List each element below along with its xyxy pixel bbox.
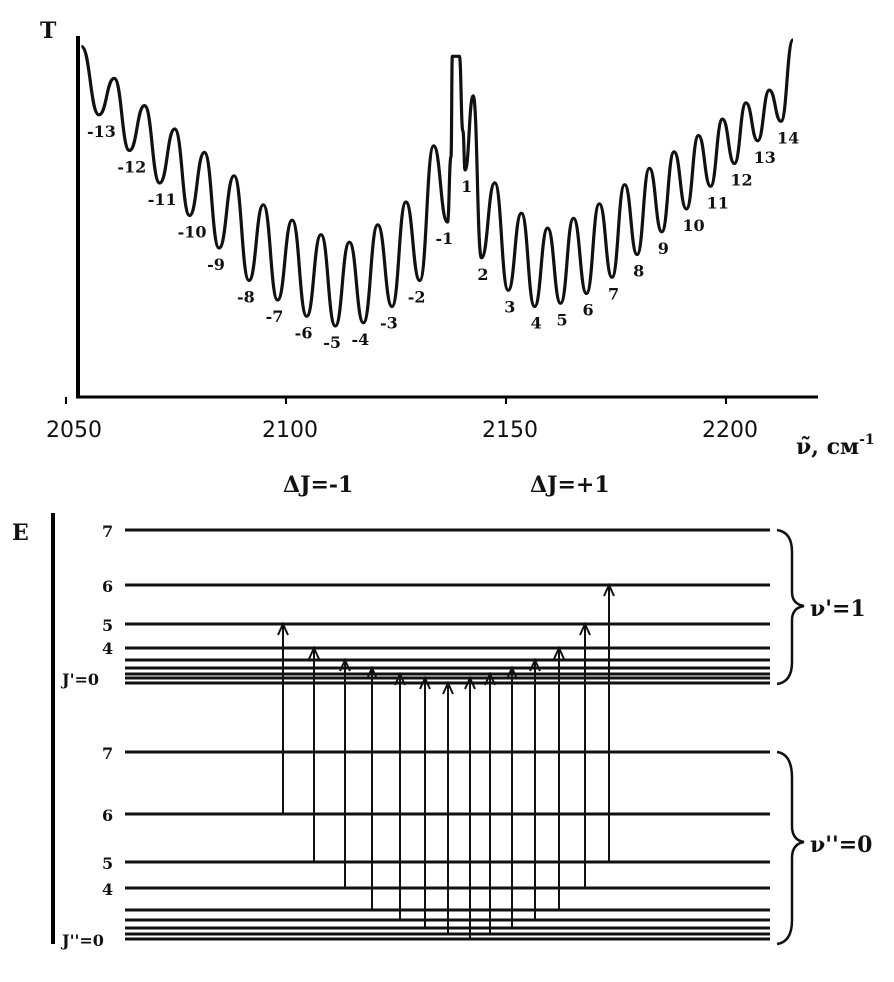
delta-j-minus-label: ΔJ=-1 [283,472,353,498]
transition-arrowhead [506,665,518,680]
transition-arrowhead [603,582,615,597]
transition-arrowhead [442,680,454,695]
x-axis-title: ν̃, см-1 [796,432,875,460]
x-tick-label: 2050 [46,418,102,443]
lower-level-label: J''=0 [60,931,104,950]
peak-label-p: -10 [178,223,207,242]
transition-arrowhead [419,675,431,690]
peak-label-r: 5 [557,310,568,329]
delta-j-plus-label: ΔJ=+1 [530,472,610,498]
peak-label-p: -6 [295,323,313,342]
upper-band-label: ν'=1 [810,596,866,622]
peak-label-p: -9 [207,255,225,274]
transition-arrowhead [308,645,320,660]
transition-arrowhead [339,657,351,672]
lower-band-brace [776,750,805,946]
transition-arrowhead [484,671,496,686]
x-tick-label: 2150 [482,418,538,443]
upper-band-brace [776,528,805,686]
peak-label-p: -13 [87,122,116,141]
peak-label-p: -7 [266,307,284,326]
x-axis-symbol: ν̃, см-1 [796,432,875,460]
x-tick-label: 2200 [702,418,758,443]
peak-label-r: 13 [754,148,776,167]
lower-level-label: 6 [102,806,113,825]
lower-level-label: 7 [102,744,113,763]
peak-label-p: -4 [351,330,369,349]
peak-label-r: 11 [707,193,729,212]
lower-level-label: 4 [102,880,113,899]
peak-label-r: 9 [658,239,669,258]
peak-label-p: -12 [117,158,146,177]
transition-arrowhead [394,671,406,686]
peak-label-r: 7 [608,284,619,303]
peak-label-r: 3 [504,297,515,316]
peak-label-p: -2 [408,288,426,307]
transition-arrows [277,582,615,939]
peak-label-r: 8 [633,262,644,281]
peak-label-p: -11 [148,190,177,209]
x-tick-labels: 2050 2100 2150 2200 [46,397,758,443]
peak-label-p: -3 [380,314,398,333]
upper-level-label: 7 [102,522,113,541]
spectrum-chart: T 2050 2100 2150 2200 ν̃, см-1 -13-12-11-10… [40,18,875,460]
peak-label-p: -5 [323,333,341,352]
peak-label-p: -8 [237,288,255,307]
lower-band-label: ν''=0 [810,832,872,858]
spectrum-line [79,38,795,328]
transition-arrowhead [579,621,591,636]
transition-arrowhead [464,675,476,690]
upper-level-label: J'=0 [60,670,99,689]
transition-arrowhead [529,657,541,672]
energy-symbol: E [12,520,29,546]
peak-label-r: 10 [682,216,704,235]
transition-arrowhead [553,645,565,660]
peak-label-r: 14 [777,128,799,147]
upper-level-label: 6 [102,577,113,596]
lower-level-label: 5 [102,854,113,873]
x-axis-exponent: -1 [859,432,875,448]
peak-label-r: 2 [477,265,488,284]
peak-label-r: 6 [583,301,594,320]
transition-arrowhead [277,621,289,636]
upper-levels [125,528,770,685]
upper-level-label: 5 [102,616,113,635]
transition-arrowhead [366,665,378,680]
peak-label-p: -1 [435,229,453,248]
peak-label-r: 1 [461,177,472,196]
y-axis-symbol: T [40,18,57,44]
x-tick-label: 2100 [262,418,318,443]
peak-label-r: 4 [531,314,542,333]
upper-level-label: 4 [102,639,113,658]
peak-label-r: 12 [730,171,752,190]
